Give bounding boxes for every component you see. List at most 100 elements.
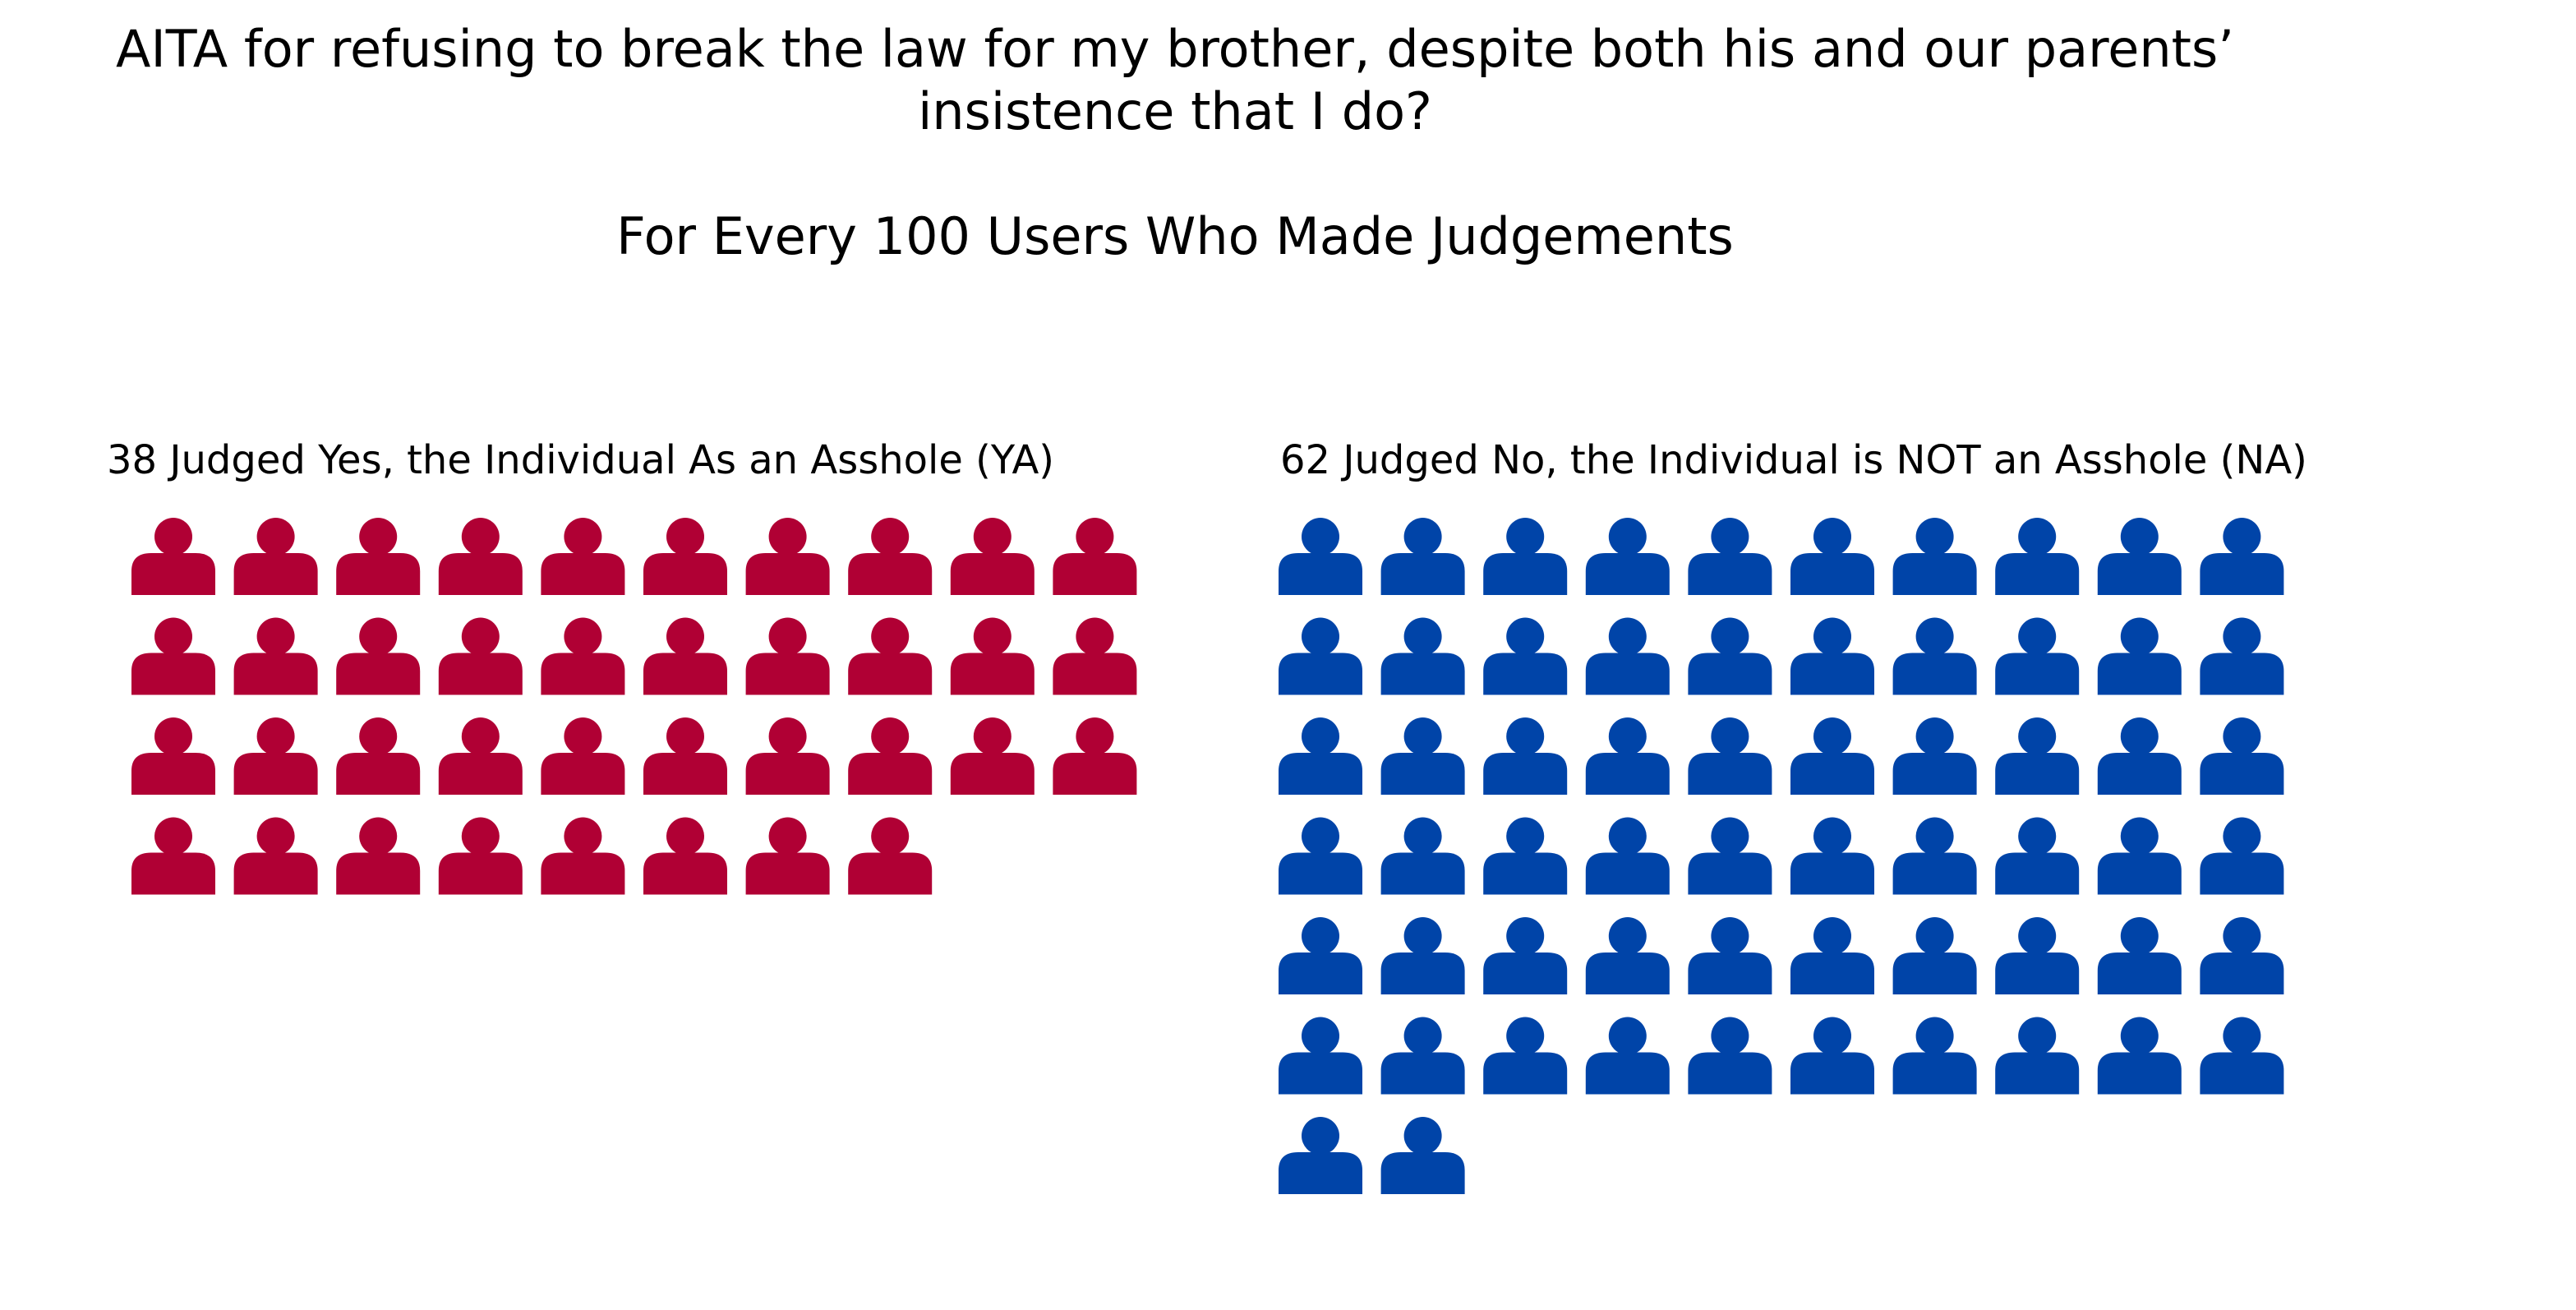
person-icon	[1279, 1117, 1362, 1194]
person-icon	[1053, 717, 1137, 795]
chart-title-line-2: insistence that I do?	[918, 81, 1432, 141]
person-icon	[848, 817, 933, 895]
person-icon	[950, 717, 1035, 795]
person-icon	[1483, 917, 1568, 994]
person-icon	[233, 617, 318, 695]
person-icon	[643, 617, 727, 695]
person-icon	[1892, 817, 1977, 895]
person-icon	[541, 518, 625, 595]
person-icon	[1688, 817, 1772, 895]
person-icon	[1483, 717, 1568, 795]
person-icon	[2200, 917, 2284, 994]
panel-na-label: 62 Judged No, the Individual is NOT an A…	[1280, 437, 2307, 483]
person-icon	[336, 518, 421, 595]
person-icon	[2200, 817, 2284, 895]
person-icon	[745, 817, 830, 895]
person-icon	[2200, 1017, 2284, 1095]
person-icon	[745, 617, 830, 695]
person-icon	[848, 717, 933, 795]
person-icon	[541, 817, 625, 895]
person-icon	[1483, 1017, 1568, 1095]
person-icon	[1380, 717, 1465, 795]
person-icon	[848, 617, 933, 695]
person-icon	[1585, 817, 1670, 895]
person-icon	[1688, 1017, 1772, 1095]
chart-title-line-1: AITA for refusing to break the law for m…	[116, 19, 2234, 79]
person-icon	[1380, 1117, 1465, 1194]
person-icon	[1688, 518, 1772, 595]
person-icon	[233, 717, 318, 795]
person-icon	[541, 617, 625, 695]
person-icon	[336, 817, 421, 895]
person-icon	[2097, 617, 2182, 695]
person-icon	[438, 717, 523, 795]
person-icon	[131, 817, 215, 895]
person-icon	[541, 717, 625, 795]
person-icon	[1585, 917, 1670, 994]
person-icon	[1279, 1017, 1362, 1095]
person-icon	[438, 518, 523, 595]
person-icon	[1483, 617, 1568, 695]
person-icon	[1483, 518, 1568, 595]
person-icon	[2200, 717, 2284, 795]
person-icon	[2097, 917, 2182, 994]
person-icon	[1380, 617, 1465, 695]
chart-subtitle: For Every 100 Users Who Made Judgements	[616, 206, 1734, 266]
person-icon	[2097, 717, 2182, 795]
person-icon	[1790, 817, 1874, 895]
person-icon	[643, 817, 727, 895]
person-icon	[1279, 717, 1362, 795]
person-icon	[1688, 917, 1772, 994]
person-icon	[1279, 518, 1362, 595]
person-icon	[950, 518, 1035, 595]
person-icon	[745, 518, 830, 595]
person-icon	[131, 717, 215, 795]
person-icon	[1585, 617, 1670, 695]
person-icon	[1053, 518, 1137, 595]
person-icon	[233, 817, 318, 895]
person-icon	[2097, 1017, 2182, 1095]
person-icon	[1995, 817, 2080, 895]
person-icon	[1279, 917, 1362, 994]
person-icon	[1892, 518, 1977, 595]
person-icon	[2097, 817, 2182, 895]
person-icon	[643, 518, 727, 595]
person-icon	[1995, 917, 2080, 994]
person-icon	[1585, 518, 1670, 595]
person-icon	[438, 617, 523, 695]
person-icon	[1380, 1017, 1465, 1095]
person-icon	[1688, 617, 1772, 695]
person-icon	[1053, 617, 1137, 695]
person-icon	[848, 518, 933, 595]
person-icon	[233, 518, 318, 595]
person-icon	[745, 717, 830, 795]
person-icon	[1892, 617, 1977, 695]
person-icon	[1790, 717, 1874, 795]
person-icon	[1995, 1017, 2080, 1095]
person-icon	[1585, 1017, 1670, 1095]
person-icon	[1995, 717, 2080, 795]
person-icon	[1483, 817, 1568, 895]
person-icon	[1279, 817, 1362, 895]
person-icon	[131, 518, 215, 595]
person-icon	[1892, 717, 1977, 795]
person-icon	[1380, 518, 1465, 595]
person-icon	[2097, 518, 2182, 595]
person-icon	[643, 717, 727, 795]
person-icon	[336, 617, 421, 695]
person-icon	[1380, 917, 1465, 994]
person-icon	[438, 817, 523, 895]
person-icon	[1892, 1017, 1977, 1095]
person-icon	[1995, 518, 2080, 595]
person-icon	[2200, 518, 2284, 595]
panel-ya-label: 38 Judged Yes, the Individual As an Assh…	[107, 437, 1055, 483]
person-icon	[2200, 617, 2284, 695]
person-icon	[131, 617, 215, 695]
person-icon	[950, 617, 1035, 695]
person-icon	[1790, 917, 1874, 994]
person-icon	[1380, 817, 1465, 895]
person-icon	[1585, 717, 1670, 795]
person-icon	[1892, 917, 1977, 994]
